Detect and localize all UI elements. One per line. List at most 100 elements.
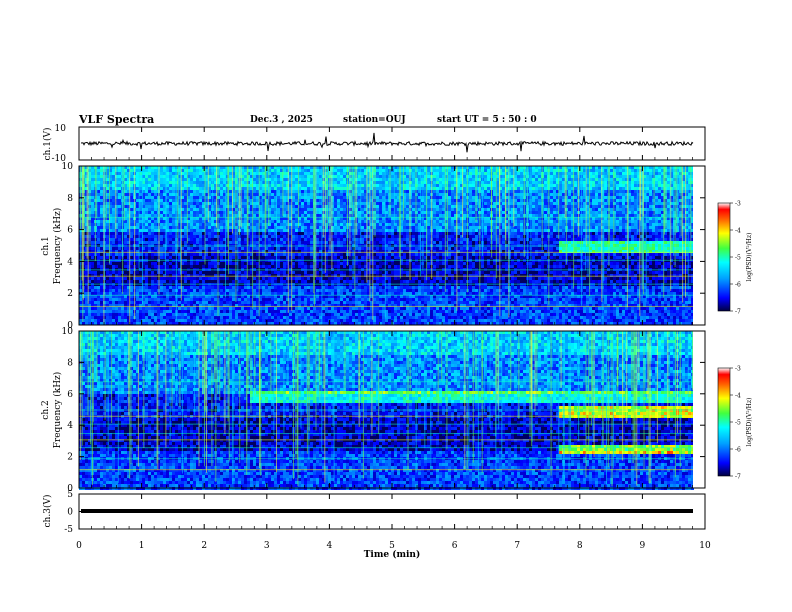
spectrogram-cell bbox=[241, 277, 244, 280]
spectrogram-cell bbox=[193, 298, 196, 301]
spectrogram-cell bbox=[337, 301, 340, 304]
spectrogram-cell bbox=[151, 247, 154, 250]
spectrogram-cell bbox=[361, 229, 364, 232]
spectrogram-cell bbox=[100, 319, 103, 322]
spectrogram-cell bbox=[148, 199, 151, 202]
spectrogram-cell bbox=[334, 292, 337, 295]
spectrogram-cell bbox=[376, 280, 379, 283]
spectrogram-cell bbox=[361, 298, 364, 301]
spectrogram-cell bbox=[187, 319, 190, 322]
spectrogram-cell bbox=[241, 316, 244, 319]
spectrogram-cell bbox=[262, 277, 265, 280]
spectrogram-cell bbox=[211, 235, 214, 238]
spectrogram-cell bbox=[280, 280, 283, 283]
spectrogram-cell bbox=[322, 289, 325, 292]
spectrogram-cell bbox=[184, 232, 187, 235]
spectrogram-cell bbox=[91, 196, 94, 199]
spectrogram-cell bbox=[154, 310, 157, 313]
spectrogram-cell bbox=[274, 277, 277, 280]
spectrogram-cell bbox=[208, 289, 211, 292]
spectrogram-cell bbox=[112, 214, 115, 217]
spectrogram-cell bbox=[190, 214, 193, 217]
spectrogram-cell bbox=[337, 286, 340, 289]
spectrogram-cell bbox=[286, 313, 289, 316]
spectrogram-cell bbox=[130, 178, 133, 181]
spectrogram-cell bbox=[166, 253, 169, 256]
spectrogram-cell bbox=[130, 202, 133, 205]
spectrogram-cell bbox=[379, 277, 382, 280]
spectrogram-cell bbox=[163, 286, 166, 289]
spectrogram-cell bbox=[184, 196, 187, 199]
spectrogram-cell bbox=[160, 253, 163, 256]
spectrogram-cell bbox=[292, 208, 295, 211]
spectrogram-cell bbox=[97, 190, 100, 193]
spectrogram-cell bbox=[136, 187, 139, 190]
spectrogram-cell bbox=[157, 298, 160, 301]
spectrogram-cell bbox=[331, 292, 334, 295]
spectrogram-cell bbox=[181, 307, 184, 310]
spectrogram-cell bbox=[295, 190, 298, 193]
spectrogram-cell bbox=[379, 220, 382, 223]
spectrogram-cell bbox=[226, 298, 229, 301]
spectrogram-cell bbox=[91, 220, 94, 223]
spectrogram-cell bbox=[97, 205, 100, 208]
spectrogram-cell bbox=[136, 178, 139, 181]
spectrogram-cell bbox=[379, 226, 382, 229]
spectrogram-cell bbox=[190, 220, 193, 223]
spectrogram-cell bbox=[148, 169, 151, 172]
spectrogram-cell bbox=[100, 247, 103, 250]
spectrogram-cell bbox=[271, 235, 274, 238]
spectrogram-cell bbox=[118, 313, 121, 316]
spectrogram-cell bbox=[268, 247, 271, 250]
spectrogram-cell bbox=[307, 181, 310, 184]
spectrogram-cell bbox=[238, 298, 241, 301]
spectrogram-cell bbox=[340, 211, 343, 214]
spectrogram-cell bbox=[244, 292, 247, 295]
spectrogram-cell bbox=[379, 229, 382, 232]
spectrogram-cell bbox=[316, 184, 319, 187]
spectrogram-cell bbox=[268, 310, 271, 313]
spectrogram-cell bbox=[112, 193, 115, 196]
spectrogram-cell bbox=[271, 193, 274, 196]
spectrogram-cell bbox=[337, 253, 340, 256]
spectrogram-cell bbox=[145, 235, 148, 238]
spectrogram-cell bbox=[214, 310, 217, 313]
spectrogram-cell bbox=[271, 196, 274, 199]
spectrogram-cell bbox=[253, 211, 256, 214]
spectrogram-cell bbox=[274, 298, 277, 301]
spectrogram-cell bbox=[91, 253, 94, 256]
spectrogram-cell bbox=[268, 280, 271, 283]
spectrogram-cell bbox=[172, 193, 175, 196]
spectrogram-cell bbox=[91, 319, 94, 322]
spectrogram-cell bbox=[277, 271, 280, 274]
spectrogram-cell bbox=[337, 223, 340, 226]
spectrogram-cell bbox=[376, 199, 379, 202]
spectrogram-cell bbox=[97, 226, 100, 229]
spectrogram-cell bbox=[100, 187, 103, 190]
spectrogram-cell bbox=[193, 262, 196, 265]
spectrogram-cell bbox=[322, 310, 325, 313]
spectrogram-cell bbox=[193, 208, 196, 211]
spectrogram-cell bbox=[130, 190, 133, 193]
spectrogram-cell bbox=[343, 262, 346, 265]
spectrogram-cell bbox=[376, 187, 379, 190]
spectrogram-cell bbox=[247, 298, 250, 301]
spectrogram-cell bbox=[244, 271, 247, 274]
spectrogram-cell bbox=[169, 253, 172, 256]
spectrogram-cell bbox=[229, 301, 232, 304]
spectrogram-cell bbox=[379, 316, 382, 319]
spectrogram-cell bbox=[304, 310, 307, 313]
spectrogram-cell bbox=[85, 313, 88, 316]
spectrogram-cell bbox=[307, 199, 310, 202]
spectrogram-cell bbox=[115, 292, 118, 295]
spectrogram-cell bbox=[112, 256, 115, 259]
spectrogram-cell bbox=[334, 280, 337, 283]
spectrogram-cell bbox=[190, 178, 193, 181]
spectrogram-cell bbox=[157, 301, 160, 304]
spectrogram-cell bbox=[91, 187, 94, 190]
spectrogram-cell bbox=[244, 208, 247, 211]
spectrogram-cell bbox=[136, 286, 139, 289]
spectrogram-cell bbox=[283, 211, 286, 214]
spectrogram-cell bbox=[271, 316, 274, 319]
spectrogram-cell bbox=[358, 313, 361, 316]
